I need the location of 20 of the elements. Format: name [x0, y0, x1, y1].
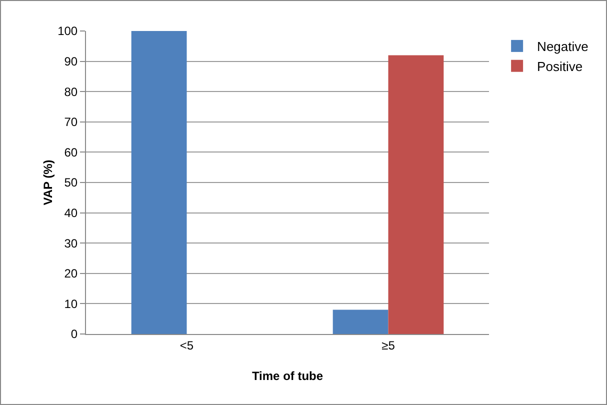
bar	[332, 310, 388, 334]
y-tick-label: 100	[58, 24, 78, 38]
x-tick-label: ≥5	[382, 338, 396, 352]
y-tick-label: 10	[64, 296, 78, 311]
y-tick-label: 30	[64, 236, 78, 250]
y-tick-label: 50	[64, 176, 78, 190]
y-tick-label: 60	[64, 145, 78, 160]
x-tick-label: <5	[180, 338, 194, 352]
y-tick-label: 20	[64, 266, 78, 281]
y-tick-label: 70	[64, 115, 78, 130]
bar	[131, 31, 187, 334]
y-tick-label: 90	[64, 54, 78, 68]
y-axis-title: VAP (%)	[41, 160, 55, 206]
x-axis-title: Time of tube	[252, 369, 324, 383]
legend-label: Positive	[537, 58, 583, 74]
y-tick-label: 80	[64, 84, 78, 99]
bar	[388, 55, 444, 334]
y-tick-label: 0	[70, 327, 78, 342]
legend-label: Negative	[537, 39, 588, 54]
y-tick-label: 40	[64, 206, 78, 220]
